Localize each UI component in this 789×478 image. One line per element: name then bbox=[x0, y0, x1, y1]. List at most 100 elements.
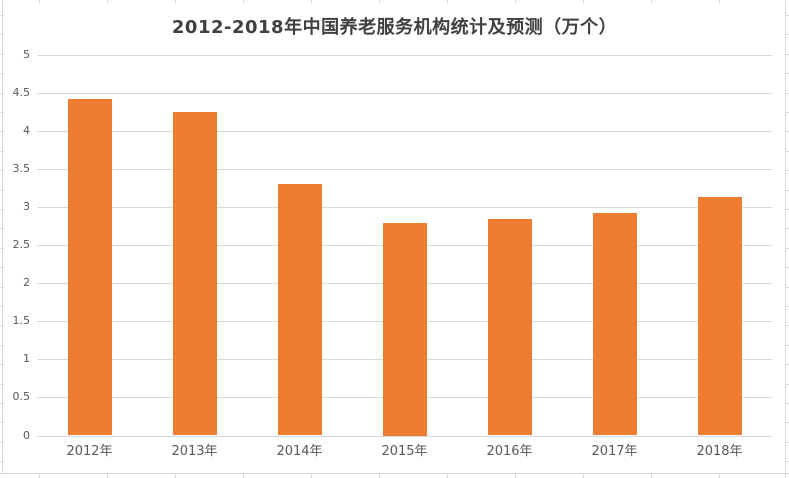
sheet-column-tick-bottom bbox=[379, 473, 380, 478]
sheet-column-tick-top bbox=[311, 0, 312, 3]
bar-2013年 bbox=[172, 111, 217, 436]
sheet-row-tick-left bbox=[0, 306, 4, 307]
y-axis-tick-label: 5 bbox=[23, 47, 30, 61]
sheet-row-tick-left bbox=[0, 344, 4, 346]
sheet-column-tick-bottom bbox=[447, 473, 448, 478]
sheet-row-tick-left bbox=[0, 92, 4, 94]
sheet-column-tick-bottom bbox=[515, 473, 516, 478]
sheet-row-tick-right bbox=[785, 34, 789, 36]
y-axis-tick-label: 3 bbox=[23, 200, 30, 213]
y-axis-tick-label: 0 bbox=[23, 428, 30, 442]
sheet-row-tick-right bbox=[785, 267, 789, 269]
sheet-column-tick-bottom bbox=[175, 473, 176, 478]
sheet-row-tick-left bbox=[0, 209, 4, 210]
sheet-column-tick-top bbox=[379, 0, 380, 3]
sheet-row-tick-right bbox=[785, 344, 789, 346]
sheet-row-tick-left bbox=[0, 383, 4, 385]
sheet-row-tick-right bbox=[785, 15, 789, 16]
y-gridline bbox=[37, 435, 772, 437]
y-axis-tick-label: 2 bbox=[23, 276, 30, 290]
bar-2014年 bbox=[277, 184, 322, 436]
chart-title: 2012-2018年中国养老服务机构统计及预测（万个） bbox=[171, 17, 618, 38]
sheet-column-tick-bottom bbox=[243, 473, 244, 478]
x-axis-label: 2018年 bbox=[696, 444, 743, 459]
sheet-row-tick-left bbox=[0, 286, 4, 288]
x-axis-label: 2012年 bbox=[66, 444, 113, 459]
sheet-row-tick-right bbox=[785, 228, 789, 230]
x-axis-label: 2017年 bbox=[591, 444, 638, 459]
sheet-row-tick-left bbox=[0, 267, 4, 269]
y-gridline bbox=[37, 207, 772, 208]
sheet-column-tick-top bbox=[651, 0, 652, 3]
sheet-row-tick-left bbox=[0, 15, 4, 16]
y-gridline bbox=[37, 92, 772, 94]
sheet-row-tick-right bbox=[785, 150, 789, 152]
bar-2012年 bbox=[67, 98, 112, 436]
sheet-row-tick-left bbox=[0, 422, 4, 424]
sheet-row-tick-right bbox=[785, 422, 789, 424]
sheet-row-tick-right bbox=[785, 92, 789, 94]
sheet-row-tick-right bbox=[785, 189, 789, 191]
sheet-row-tick-left bbox=[0, 228, 4, 230]
sheet-column-tick-bottom bbox=[39, 473, 40, 478]
sheet-row-tick-left bbox=[0, 461, 4, 463]
sheet-column-tick-bottom bbox=[719, 473, 720, 478]
sheet-row-tick-left bbox=[0, 247, 4, 249]
y-axis-tick-label: 1.5 bbox=[12, 314, 31, 328]
sheet-column-line-right bbox=[785, 0, 786, 478]
bar-2015年 bbox=[382, 223, 427, 436]
sheet-column-line-left bbox=[2, 0, 3, 473]
sheet-column-tick-top bbox=[243, 0, 244, 3]
sheet-row-tick-right bbox=[785, 403, 789, 404]
sheet-row-tick-left bbox=[0, 53, 4, 55]
y-axis-tick-label: 4 bbox=[23, 123, 30, 137]
sheet-row-tick-right bbox=[785, 325, 789, 327]
bar-2016年 bbox=[487, 219, 532, 436]
sheet-column-tick-top bbox=[39, 0, 40, 3]
sheet-row-tick-right bbox=[785, 461, 789, 463]
y-gridline bbox=[37, 130, 772, 132]
sheet-row-tick-left bbox=[0, 441, 4, 443]
y-axis-tick-label: 1 bbox=[23, 352, 30, 366]
x-axis-label: 2013年 bbox=[171, 444, 218, 459]
sheet-row-tick-left bbox=[0, 131, 4, 133]
sheet-row-tick-left bbox=[0, 325, 4, 327]
sheet-column-tick-bottom bbox=[107, 473, 108, 478]
sheet-row-tick-right bbox=[785, 170, 789, 172]
sheet-column-tick-top bbox=[719, 0, 720, 3]
bar-2018年 bbox=[697, 197, 742, 436]
sheet-column-tick-bottom bbox=[583, 473, 584, 478]
sheet-row-tick-right bbox=[785, 73, 789, 75]
sheet-column-tick-top bbox=[107, 0, 108, 3]
y-axis-tick-label: 4.5 bbox=[12, 85, 31, 99]
sheet-column-tick-bottom bbox=[311, 473, 312, 478]
sheet-row-tick-left bbox=[0, 150, 4, 152]
sheet-row-tick-right bbox=[785, 247, 789, 249]
bar-2017年 bbox=[592, 213, 637, 436]
sheet-row-tick-right bbox=[785, 383, 789, 385]
sheet-row-tick-right bbox=[785, 441, 789, 443]
sheet-row-tick-left bbox=[0, 170, 4, 172]
sheet-row-tick-left bbox=[0, 364, 4, 366]
sheet-row-line-bottom bbox=[0, 473, 789, 474]
sheet-row-tick-right bbox=[785, 53, 789, 55]
sheet-row-tick-left bbox=[0, 34, 4, 36]
sheet-row-tick-left bbox=[0, 73, 4, 75]
sheet-row-tick-right bbox=[785, 131, 789, 133]
sheet-row-tick-right bbox=[785, 286, 789, 288]
x-axis-label: 2016年 bbox=[486, 444, 533, 459]
sheet-column-tick-bottom bbox=[651, 473, 652, 478]
y-axis-tick-label: 2.5 bbox=[12, 238, 31, 252]
y-axis-tick-label: 3.5 bbox=[12, 161, 31, 175]
sheet-row-tick-left bbox=[0, 189, 4, 191]
x-axis-label: 2015年 bbox=[381, 444, 428, 459]
sheet-row-tick-right bbox=[785, 112, 789, 113]
y-axis-tick-label: 0.5 bbox=[12, 390, 31, 404]
sheet-row-tick-left bbox=[0, 112, 4, 113]
sheet-column-tick-top bbox=[175, 0, 176, 3]
sheet-column-tick-top bbox=[515, 0, 516, 3]
sheet-row-tick-right bbox=[785, 306, 789, 307]
sheet-row-tick-left bbox=[0, 403, 4, 404]
sheet-column-tick-top bbox=[583, 0, 584, 3]
